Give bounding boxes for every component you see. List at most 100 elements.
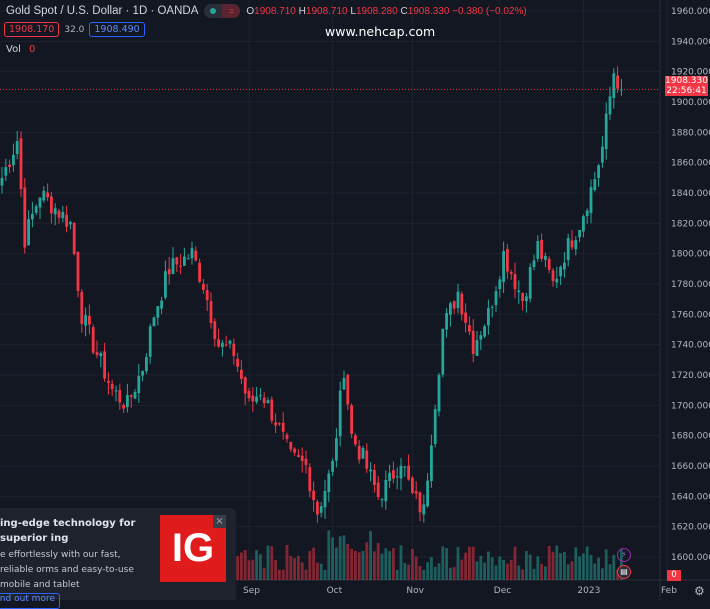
candle-body <box>513 274 517 290</box>
volume-bar <box>240 552 243 580</box>
ad-headline: ing-edge technology for superior ing <box>0 518 136 544</box>
y-tick-label: 1940.000 <box>671 37 710 47</box>
volume-bar <box>418 565 422 580</box>
volume-bar <box>509 559 513 580</box>
candle-body <box>346 374 350 405</box>
candle-body <box>274 422 277 426</box>
volume-legend: Vol 0 <box>6 44 36 55</box>
settings-gear-icon[interactable]: ⚙ <box>694 584 705 598</box>
volume-bar <box>483 562 486 580</box>
candle-body <box>471 330 475 354</box>
ig-logo[interactable]: IG <box>160 515 226 582</box>
candle-body <box>490 306 494 308</box>
volume-bar <box>456 546 460 580</box>
volume-bar <box>517 565 521 580</box>
candle-body <box>8 164 11 168</box>
candle-body <box>217 339 220 347</box>
candle-body <box>145 357 148 372</box>
candle-body <box>194 250 198 261</box>
volume-bar <box>392 548 395 580</box>
candle-body <box>612 73 616 99</box>
last-price-tag: 1908.330 22:56:41 <box>665 76 708 96</box>
volume-bar <box>494 565 498 580</box>
candle-body <box>365 450 369 469</box>
candle-body <box>95 352 99 355</box>
candle-body <box>399 465 403 479</box>
candle-body <box>141 371 144 376</box>
y-tick-label: 1720.000 <box>671 371 710 381</box>
volume-bar <box>365 542 369 580</box>
volume-bar <box>441 546 445 580</box>
volume-bar <box>350 548 353 580</box>
candle-body <box>114 390 118 392</box>
candle-body <box>240 369 243 379</box>
candle-body <box>297 455 300 457</box>
candle-body <box>76 251 80 291</box>
bid-ask-row: 1908.170 32.0 1908.490 <box>4 22 145 37</box>
lightning-event-icon[interactable]: ⚡ <box>617 548 631 562</box>
candle-body <box>441 328 445 375</box>
candle-body <box>91 327 95 353</box>
candle-body <box>338 390 342 437</box>
volume-bar <box>247 560 251 580</box>
candle-body <box>502 251 505 282</box>
candle-body <box>46 192 49 198</box>
market-open-icon <box>210 8 217 14</box>
sell-button[interactable]: 1908.170 <box>4 22 60 37</box>
volume-bar <box>464 552 467 580</box>
candle-body <box>53 208 57 215</box>
candle-body <box>479 335 483 340</box>
ohlc-values: O1908.710 H1908.710 L1908.280 C1908.330 … <box>246 5 527 17</box>
candle-body <box>373 470 376 486</box>
candle-body <box>494 291 498 306</box>
volume-bar <box>278 569 281 580</box>
y-tick-label: 1860.000 <box>671 159 710 169</box>
candle-body <box>88 315 91 325</box>
candle-body <box>449 303 452 315</box>
candle-body <box>388 472 391 481</box>
candle-body <box>99 353 103 357</box>
candle-body <box>23 187 27 248</box>
candle-body <box>31 213 34 220</box>
market-status-pill[interactable]: = <box>204 4 241 18</box>
symbol-title[interactable]: Gold Spot / U.S. Dollar · 1D · OANDA <box>6 5 199 17</box>
candle-body <box>357 445 361 460</box>
candle-body <box>323 491 327 508</box>
candle-body <box>236 358 239 367</box>
candle-body <box>179 265 182 267</box>
y-tick-label: 1900.000 <box>671 98 710 108</box>
candle-body <box>468 325 471 332</box>
candle-body <box>604 113 608 150</box>
candle-body <box>411 477 414 493</box>
y-tick-label: 1920.000 <box>671 68 710 78</box>
candle-body <box>376 482 380 498</box>
candle-body <box>69 222 72 225</box>
candle-body <box>380 499 384 501</box>
candle-body <box>566 237 570 261</box>
candle-body <box>61 212 65 219</box>
y-tick-label: 1600.000 <box>671 553 710 563</box>
buy-button[interactable]: 1908.490 <box>89 22 145 37</box>
candle-body <box>547 258 551 270</box>
close-icon[interactable]: × <box>213 515 226 528</box>
candle-body <box>544 255 547 260</box>
candle-body <box>175 257 179 265</box>
candle-body <box>570 240 574 248</box>
volume-bar <box>266 545 270 580</box>
find-out-more-button[interactable]: nd out more <box>0 593 60 609</box>
candle-body <box>213 321 217 340</box>
candle-body <box>616 75 619 89</box>
candle-body <box>589 187 593 214</box>
candle-body <box>285 434 289 440</box>
candle-body <box>270 399 274 421</box>
candle-body <box>540 239 543 260</box>
volume-bar <box>597 557 600 580</box>
candle-body <box>164 271 167 298</box>
candle-body <box>304 458 308 465</box>
volume-bar <box>449 567 452 580</box>
candle-body <box>224 344 228 346</box>
volume-bar <box>559 553 562 580</box>
volume-bar <box>376 542 380 580</box>
candle-body <box>506 249 509 272</box>
us-flag-event-icon[interactable]: ▤ <box>617 565 631 579</box>
